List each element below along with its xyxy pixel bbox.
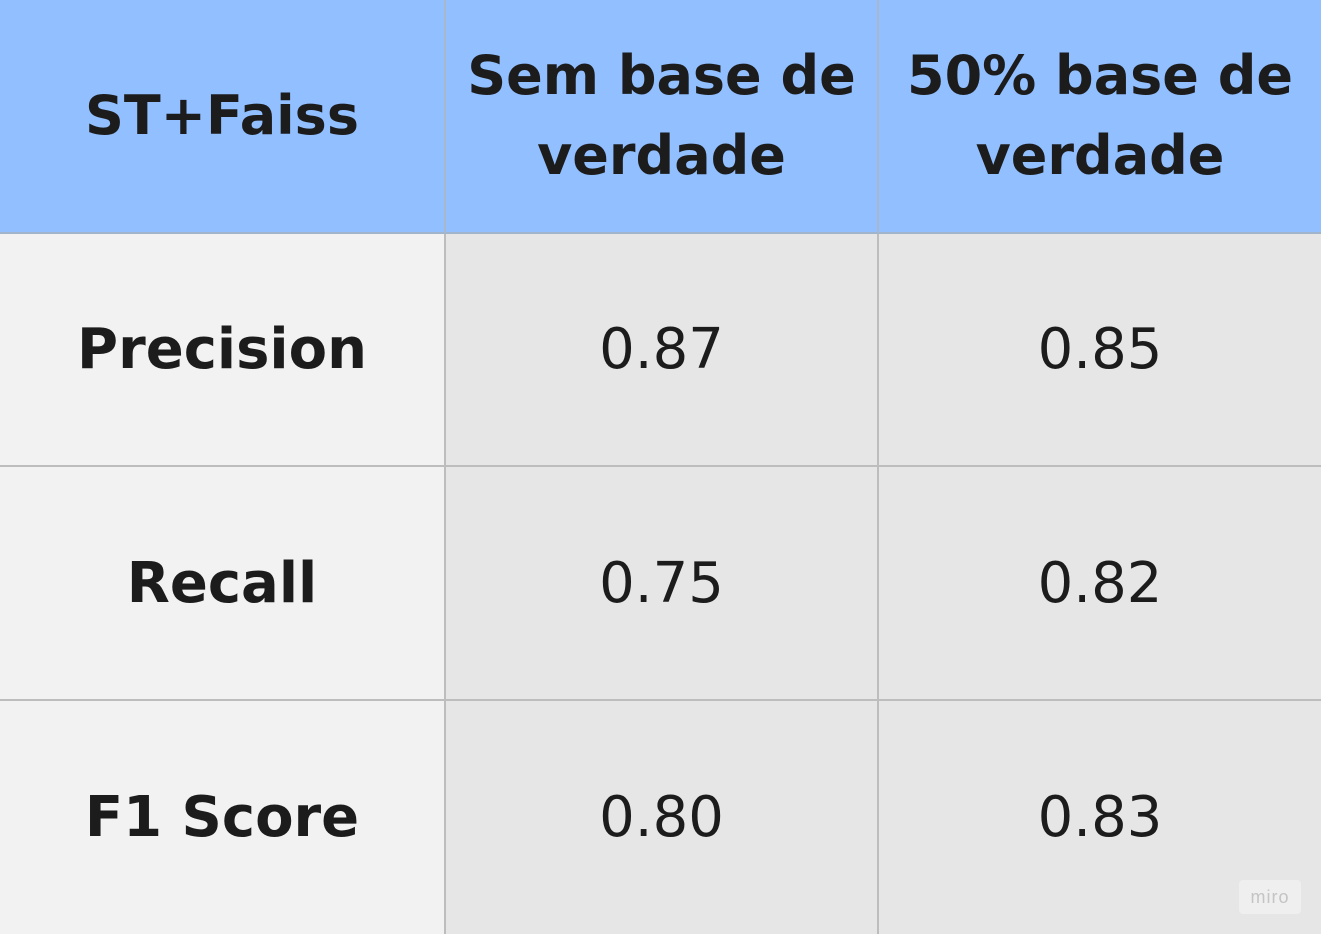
header-cell-metric: ST+Faiss: [0, 0, 446, 234]
row-label: F1 Score: [84, 785, 360, 850]
value-label: 0.83: [1037, 785, 1163, 850]
row-label: Precision: [77, 317, 367, 382]
value-label: 0.82: [1037, 550, 1163, 616]
value-cell: 0.87: [446, 234, 879, 467]
value-cell: 0.82: [879, 467, 1321, 701]
row-label-precision: Precision: [0, 234, 446, 467]
header-cell-label: 50% base de: [907, 44, 1293, 107]
header-cell-label: verdade: [537, 124, 786, 187]
header-cell-label: ST+Faiss: [85, 84, 359, 147]
value-cell: 0.83: [879, 701, 1321, 934]
row-label-recall: Recall: [0, 467, 446, 701]
header-cell-50-base: 50% base de verdade: [879, 0, 1321, 234]
value-label: 0.85: [1037, 317, 1163, 382]
row-label: Recall: [126, 550, 318, 616]
watermark-label: miro: [1250, 886, 1290, 907]
header-cell-sem-base: Sem base de verdade: [446, 0, 879, 234]
value-cell: 0.75: [446, 467, 879, 701]
header-cell-label: verdade: [975, 124, 1225, 187]
header-cell-label: Sem base de: [467, 44, 856, 107]
value-cell: 0.80: [446, 701, 879, 934]
row-label-f1-score: F1 Score: [0, 701, 446, 934]
value-label: 0.87: [599, 317, 724, 382]
value-cell: 0.85: [879, 234, 1321, 467]
value-label: 0.75: [599, 550, 724, 616]
miro-watermark: miro: [1239, 880, 1301, 914]
value-label: 0.80: [599, 785, 724, 850]
